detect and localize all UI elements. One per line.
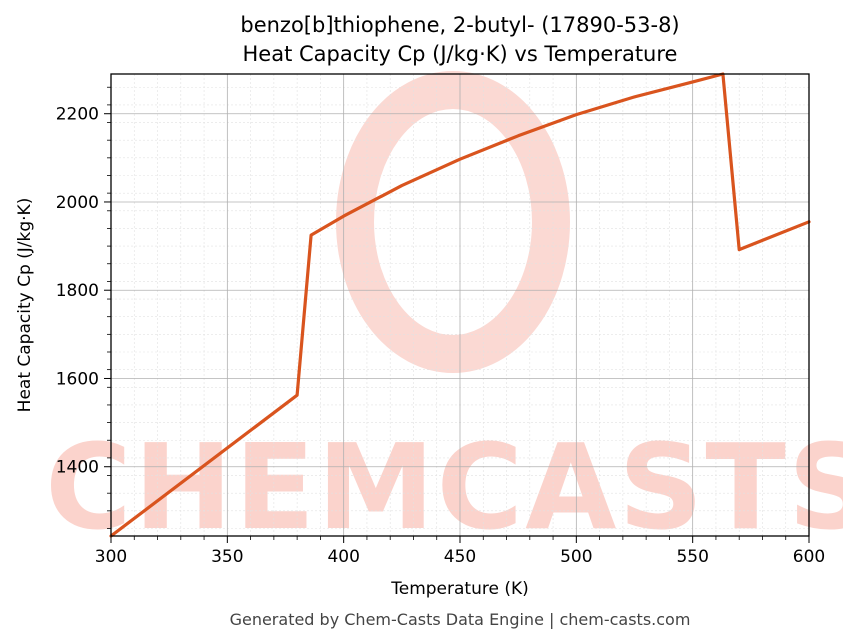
x-tick-label: 550 (676, 547, 708, 567)
chart-title-line2: Heat Capacity Cp (J/kg·K) vs Temperature (243, 42, 678, 66)
x-axis-label: Temperature (K) (390, 579, 529, 599)
x-tick-label: 350 (211, 547, 243, 567)
axis-ticks (104, 86, 810, 543)
x-tick-labels: 300 350 400 450 500 550 600 (95, 547, 825, 567)
y-tick-label: 2200 (56, 105, 99, 125)
y-axis-label: Heat Capacity Cp (J/kg·K) (15, 198, 35, 413)
x-tick-label: 300 (95, 547, 127, 567)
y-tick-label: 1800 (56, 281, 99, 301)
y-tick-labels: 1400 1600 1800 2000 2200 (56, 105, 99, 478)
footer-credit: Generated by Chem-Casts Data Engine | ch… (230, 610, 691, 629)
x-tick-label: 500 (560, 547, 592, 567)
watermark-logo-ring (336, 71, 570, 373)
x-tick-label: 400 (327, 547, 359, 567)
chart-title-line1: benzo[b]thiophene, 2-butyl- (17890-53-8) (240, 13, 679, 37)
y-tick-label: 1400 (56, 458, 99, 478)
y-tick-label: 1600 (56, 369, 99, 389)
x-tick-label: 450 (444, 547, 476, 567)
x-tick-label: 600 (793, 547, 825, 567)
y-tick-label: 2000 (56, 193, 99, 213)
watermark-text: CHEMCASTS (45, 418, 843, 556)
